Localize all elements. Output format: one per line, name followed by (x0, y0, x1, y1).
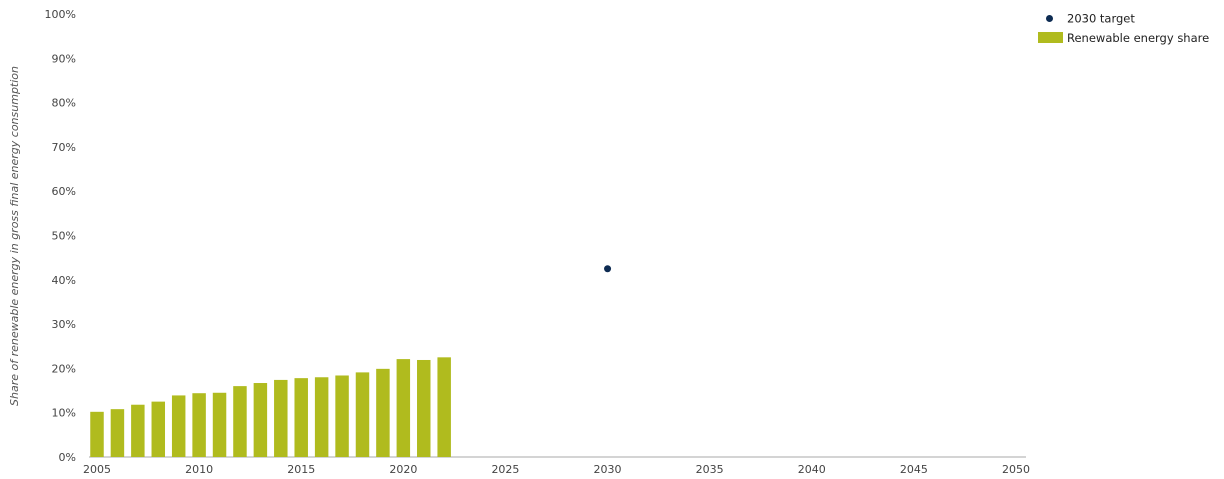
y-axis-ticks: 0% 10% 20% 30% 40% 50% 60% 70% 80% 90% 100% (45, 8, 76, 464)
bar-renewable-share (314, 377, 329, 457)
bar-renewable-share (171, 395, 186, 457)
bar-renewable-share (131, 404, 145, 457)
legend-label-renewable: Renewable energy share (1067, 31, 1209, 45)
x-tick-label: 2045 (900, 463, 928, 476)
target-point (604, 265, 612, 273)
x-tick-label: 2025 (491, 463, 519, 476)
target-series (604, 265, 612, 273)
x-tick-label: 2035 (696, 463, 724, 476)
y-tick-label: 50% (52, 230, 76, 243)
bar-renewable-share (437, 357, 451, 457)
bar-renewable-share (417, 359, 431, 457)
x-tick-label: 2015 (287, 463, 315, 476)
y-tick-label: 10% (52, 407, 76, 420)
x-tick-label: 2040 (798, 463, 826, 476)
bar-renewable-share (274, 379, 288, 457)
y-tick-label: 90% (52, 52, 76, 65)
legend-bar-marker (1038, 32, 1063, 43)
bar-renewable-share (294, 378, 308, 457)
x-axis-ticks: 2005 2010 2015 2020 2025 2030 2035 2040 2045 2050 (83, 463, 1030, 476)
legend: 2030 target Renewable energy share (1038, 12, 1209, 45)
y-tick-label: 80% (52, 97, 76, 110)
y-tick-label: 100% (45, 8, 76, 21)
bar-renewable-share (233, 386, 247, 457)
x-tick-label: 2020 (389, 463, 417, 476)
bar-renewable-share (151, 401, 166, 457)
y-tick-label: 60% (52, 185, 76, 198)
y-axis-label: Share of renewable energy in gross final… (8, 66, 21, 406)
legend-point-marker (1046, 15, 1053, 22)
y-tick-label: 40% (52, 274, 76, 287)
y-tick-label: 30% (52, 318, 76, 331)
x-tick-label: 2010 (185, 463, 213, 476)
bar-renewable-share (110, 409, 125, 457)
bar-renewable-share (376, 368, 390, 457)
y-tick-label: 0% (59, 451, 76, 464)
bar-renewable-share (212, 392, 227, 457)
bar-series (90, 357, 451, 457)
x-tick-label: 2050 (1002, 463, 1030, 476)
bar-renewable-share (253, 383, 268, 457)
bar-renewable-share (192, 393, 206, 457)
bar-renewable-share (396, 359, 411, 457)
legend-label-target: 2030 target (1067, 12, 1135, 26)
bar-renewable-share (90, 411, 104, 457)
y-tick-label: 20% (52, 362, 76, 375)
bar-renewable-share (335, 375, 349, 457)
bar-renewable-share (355, 372, 370, 457)
x-tick-label: 2005 (83, 463, 111, 476)
y-tick-label: 70% (52, 141, 76, 154)
x-tick-label: 2030 (594, 463, 622, 476)
